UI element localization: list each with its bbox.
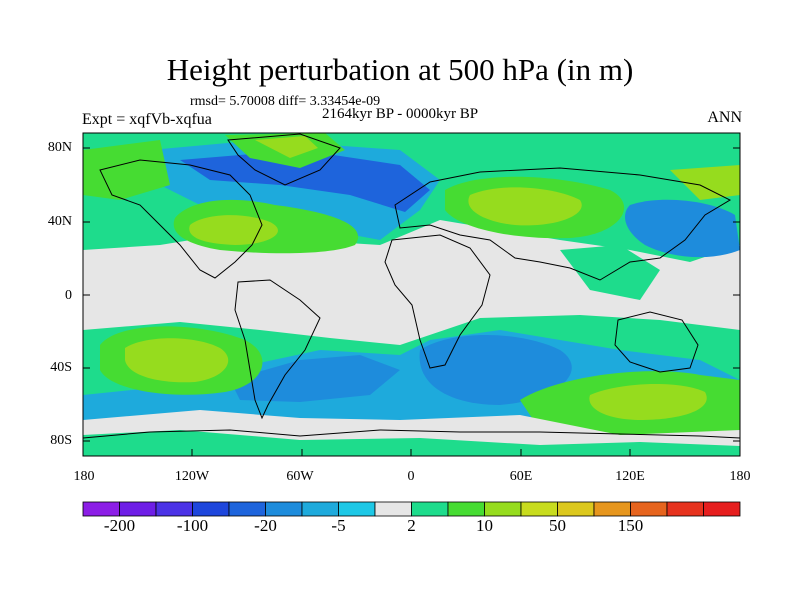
colorbar-swatch — [301, 501, 339, 517]
colorbar-swatch — [484, 501, 522, 517]
australia-coast — [614, 311, 699, 373]
colorbar-swatch — [338, 501, 376, 517]
south-america-coast — [234, 279, 321, 420]
colorbar-label: 2 — [407, 516, 416, 535]
lon-tick-120e: 120E — [615, 469, 645, 484]
atlantic-blue-core — [180, 150, 430, 212]
colorbar-label: -5 — [331, 516, 346, 535]
colorbar-swatch — [155, 501, 193, 517]
greenland-coast — [227, 133, 341, 186]
colorbar-label: 50 — [549, 516, 566, 535]
colorbar-label: 10 — [476, 516, 493, 535]
lat-tick-80n: 80N — [47, 140, 72, 155]
colorbar-swatch — [557, 501, 595, 517]
colorbar-swatch — [411, 501, 449, 517]
lon-tick-0: 0 — [407, 469, 415, 484]
south-blue-core-2 — [419, 335, 572, 405]
south-blue-core — [230, 355, 400, 402]
colorbar-swatch — [666, 501, 704, 517]
greenland-yellow — [255, 136, 318, 158]
colorbar-swatch — [593, 501, 631, 517]
period-label: 2164kyr BP - 0000kyr BP — [322, 106, 479, 122]
lon-tick-120w: 120W — [174, 469, 210, 484]
lon-tick-180w: 180 — [73, 469, 95, 484]
lon-tick-60w: 60W — [286, 469, 314, 484]
si-yellow-blob — [589, 384, 707, 420]
colorbar-label: 150 — [617, 516, 644, 535]
tick-marks — [83, 147, 740, 456]
africa-coast — [384, 234, 491, 369]
antarctic-green — [83, 430, 740, 456]
lon-tick-60e: 60E — [509, 469, 533, 484]
eurasia-coast — [394, 167, 732, 281]
antarctica-coast — [83, 429, 740, 439]
lat-tick-80s: 80S — [50, 433, 72, 448]
pacific-blue-blob — [625, 199, 740, 258]
colorbar-swatch — [703, 501, 741, 517]
coastlines — [83, 133, 740, 439]
pacific-green-ne — [670, 165, 740, 200]
nw-green — [83, 140, 170, 200]
colorbar-swatch — [520, 501, 558, 517]
colorbar-label: -100 — [176, 516, 209, 535]
north-america-coast — [99, 159, 263, 279]
colorbar-swatch — [265, 501, 303, 517]
colorbar-swatch — [192, 501, 230, 517]
contour-field — [83, 133, 740, 456]
lat-tick-40n: 40N — [47, 214, 72, 229]
colorbar-swatch — [447, 501, 485, 517]
lat-tick-40s: 40S — [50, 360, 72, 375]
colorbar — [82, 501, 741, 517]
colorbar-swatch — [374, 501, 412, 517]
colorbar-swatch — [228, 501, 266, 517]
colorbar-swatch — [630, 501, 668, 517]
colorbar-label: -20 — [254, 516, 277, 535]
lon-tick-180e: 180 — [729, 469, 751, 484]
season-label: ANN — [707, 109, 742, 126]
colorbar-label: -200 — [103, 516, 136, 535]
asia-yellow-blob — [468, 187, 582, 226]
experiment-label: Expt = xqfVb-xqfua — [82, 111, 212, 128]
sp-yellow-blob — [125, 338, 229, 383]
lat-tick-0: 0 — [65, 288, 72, 303]
plot-title: Height perturbation at 500 hPa (in m) — [166, 52, 634, 87]
w-pacific-green — [560, 245, 660, 300]
stats-label: rmsd= 5.70008 diff= 3.33454e-09 — [190, 94, 381, 109]
colorbar-swatch — [119, 501, 157, 517]
colorbar-swatch — [82, 501, 120, 517]
